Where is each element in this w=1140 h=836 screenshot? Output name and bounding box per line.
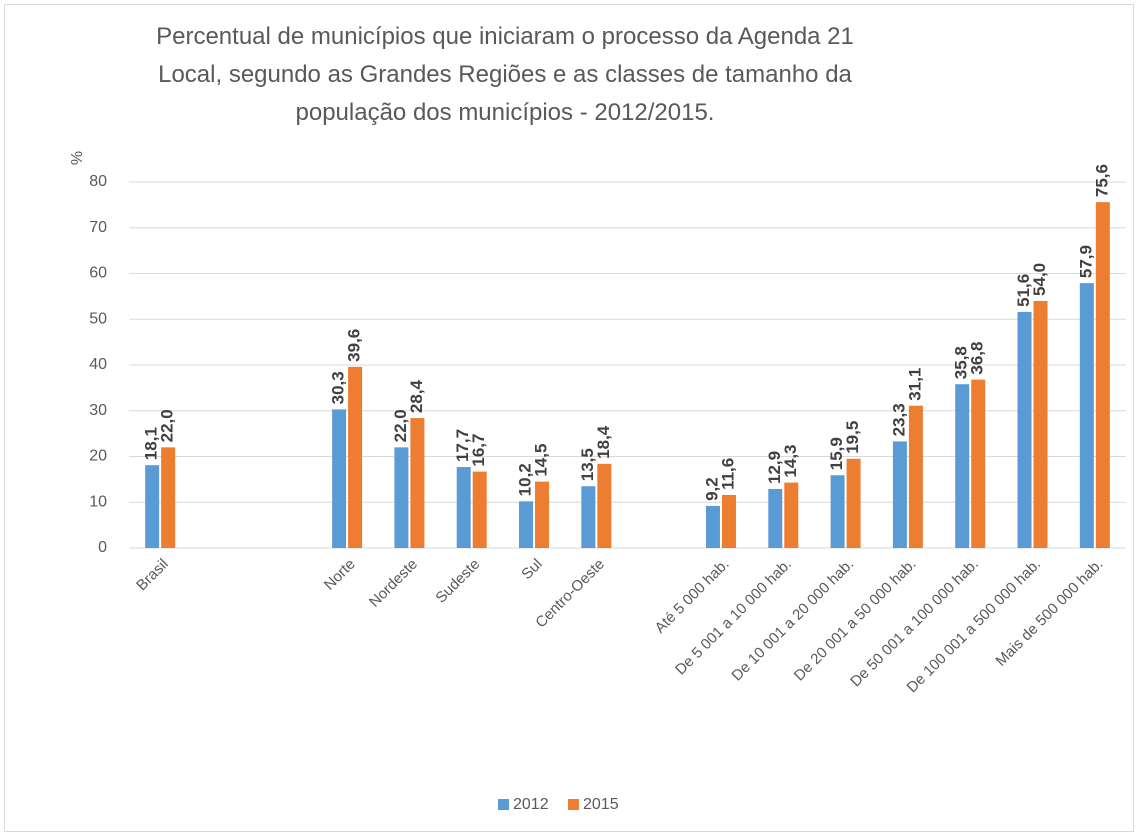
value-label: 23,3 (889, 403, 908, 436)
bar (721, 494, 736, 548)
bar (410, 418, 425, 548)
bar (892, 441, 907, 548)
x-tick-label: Nordeste (366, 556, 421, 611)
bar (472, 471, 487, 548)
bar (846, 458, 861, 548)
value-label: 57,9 (1076, 245, 1095, 278)
value-label: 12,9 (765, 451, 784, 484)
value-label: 14,3 (781, 444, 800, 477)
y-tick-label: 10 (89, 493, 107, 510)
bar (784, 482, 799, 548)
value-label: 30,3 (329, 371, 348, 404)
bar (456, 467, 471, 548)
bar (1017, 311, 1032, 548)
value-label: 10,2 (516, 463, 535, 496)
y-tick-label: 20 (89, 448, 107, 465)
value-label: 28,4 (407, 379, 426, 413)
value-label: 15,9 (827, 437, 846, 470)
y-tick-label: 70 (89, 219, 107, 236)
value-label: 16,7 (469, 434, 488, 467)
value-label: 18,1 (142, 427, 161, 460)
legend-label: 2012 (513, 796, 549, 813)
legend-label: 2015 (583, 796, 619, 813)
value-label: 31,1 (905, 368, 924, 401)
chart-title: Percentual de municípios que iniciaram o… (156, 23, 854, 126)
y-tick-label: 60 (89, 265, 107, 282)
x-tick-label: Brasil (133, 556, 172, 595)
bar (597, 463, 612, 548)
y-tick-label: 50 (89, 310, 107, 327)
bar (394, 447, 409, 548)
bar (705, 505, 720, 548)
value-label: 11,6 (718, 458, 737, 490)
value-label: 54,0 (1030, 263, 1049, 296)
bar (581, 486, 596, 548)
x-tick-label: Sudeste (432, 556, 483, 607)
value-label: 36,8 (968, 342, 987, 375)
value-label: 51,6 (1014, 274, 1033, 307)
value-label: 75,6 (1092, 164, 1111, 197)
x-tick-label: Norte (321, 556, 359, 594)
bar (768, 488, 783, 548)
value-label: 39,6 (345, 329, 364, 362)
x-tick-label: Mais de 500 000 hab. (992, 556, 1106, 670)
y-axis-label: % (69, 151, 86, 165)
value-label: 19,5 (843, 421, 862, 454)
value-label: 18,4 (594, 425, 613, 459)
x-tick-label: De 10 001 a 20 000 hab. (728, 556, 857, 685)
bar (971, 379, 986, 548)
x-tick-label: De 5 001 a 10 000 hab. (672, 556, 795, 679)
bar (1095, 202, 1110, 548)
bar (161, 447, 176, 548)
bar (908, 405, 923, 548)
value-label: 35,8 (952, 346, 971, 379)
x-tick-label: De 50 001 a 100 000 hab. (847, 556, 982, 691)
y-tick-label: 0 (98, 539, 107, 556)
legend-swatch (498, 799, 509, 810)
y-tick-label: 30 (89, 402, 107, 419)
bar (145, 465, 160, 548)
bar (332, 409, 347, 548)
chart-frame (4, 4, 1134, 832)
value-label: 9,2 (702, 477, 721, 501)
bar (348, 366, 363, 548)
value-label: 17,7 (453, 429, 472, 462)
value-label: 13,5 (578, 448, 597, 481)
bar (1033, 300, 1048, 548)
bar (1079, 283, 1094, 548)
legend-swatch (568, 799, 579, 810)
x-tick-label: Sul (518, 556, 545, 583)
bar (535, 481, 550, 548)
y-tick-label: 40 (89, 356, 107, 373)
value-label: 14,5 (532, 444, 551, 477)
bar (955, 384, 970, 548)
y-tick-label: 80 (89, 173, 107, 190)
bar (830, 475, 845, 548)
bar (519, 501, 534, 548)
value-label: 22,0 (391, 409, 410, 442)
x-tick-label: De 20 001 a 50 000 hab. (791, 556, 920, 685)
value-label: 22,0 (158, 409, 177, 442)
